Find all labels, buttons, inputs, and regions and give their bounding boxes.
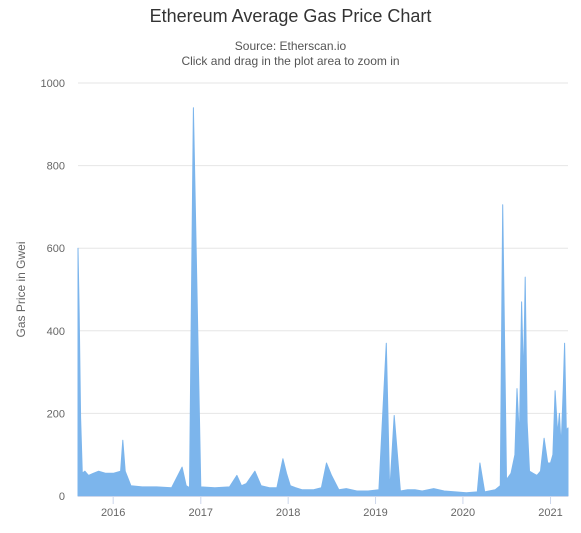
x-tick-label: 2018 [276,507,300,519]
x-tick-label: 2019 [363,507,387,519]
y-tick-label: 600 [47,243,65,255]
series-area [77,107,569,497]
x-tick-label: 2021 [538,507,562,519]
x-tick-label: 2016 [101,507,125,519]
y-tick-label: 200 [47,408,65,420]
chart-subtitle-source: Source: Etherscan.io [234,39,347,53]
y-axis-title: Gas Price in Gwei [14,241,28,337]
y-tick-label: 400 [47,326,65,338]
x-tick-label: 2017 [189,507,213,519]
y-tick-label: 0 [59,491,65,503]
chart-subtitle-hint: Click and drag in the plot area to zoom … [181,54,400,68]
chart-title: Ethereum Average Gas Price Chart [149,6,432,26]
y-tick-label: 800 [47,161,65,173]
x-tick-label: 2020 [451,507,475,519]
y-tick-label: 1000 [41,78,65,90]
